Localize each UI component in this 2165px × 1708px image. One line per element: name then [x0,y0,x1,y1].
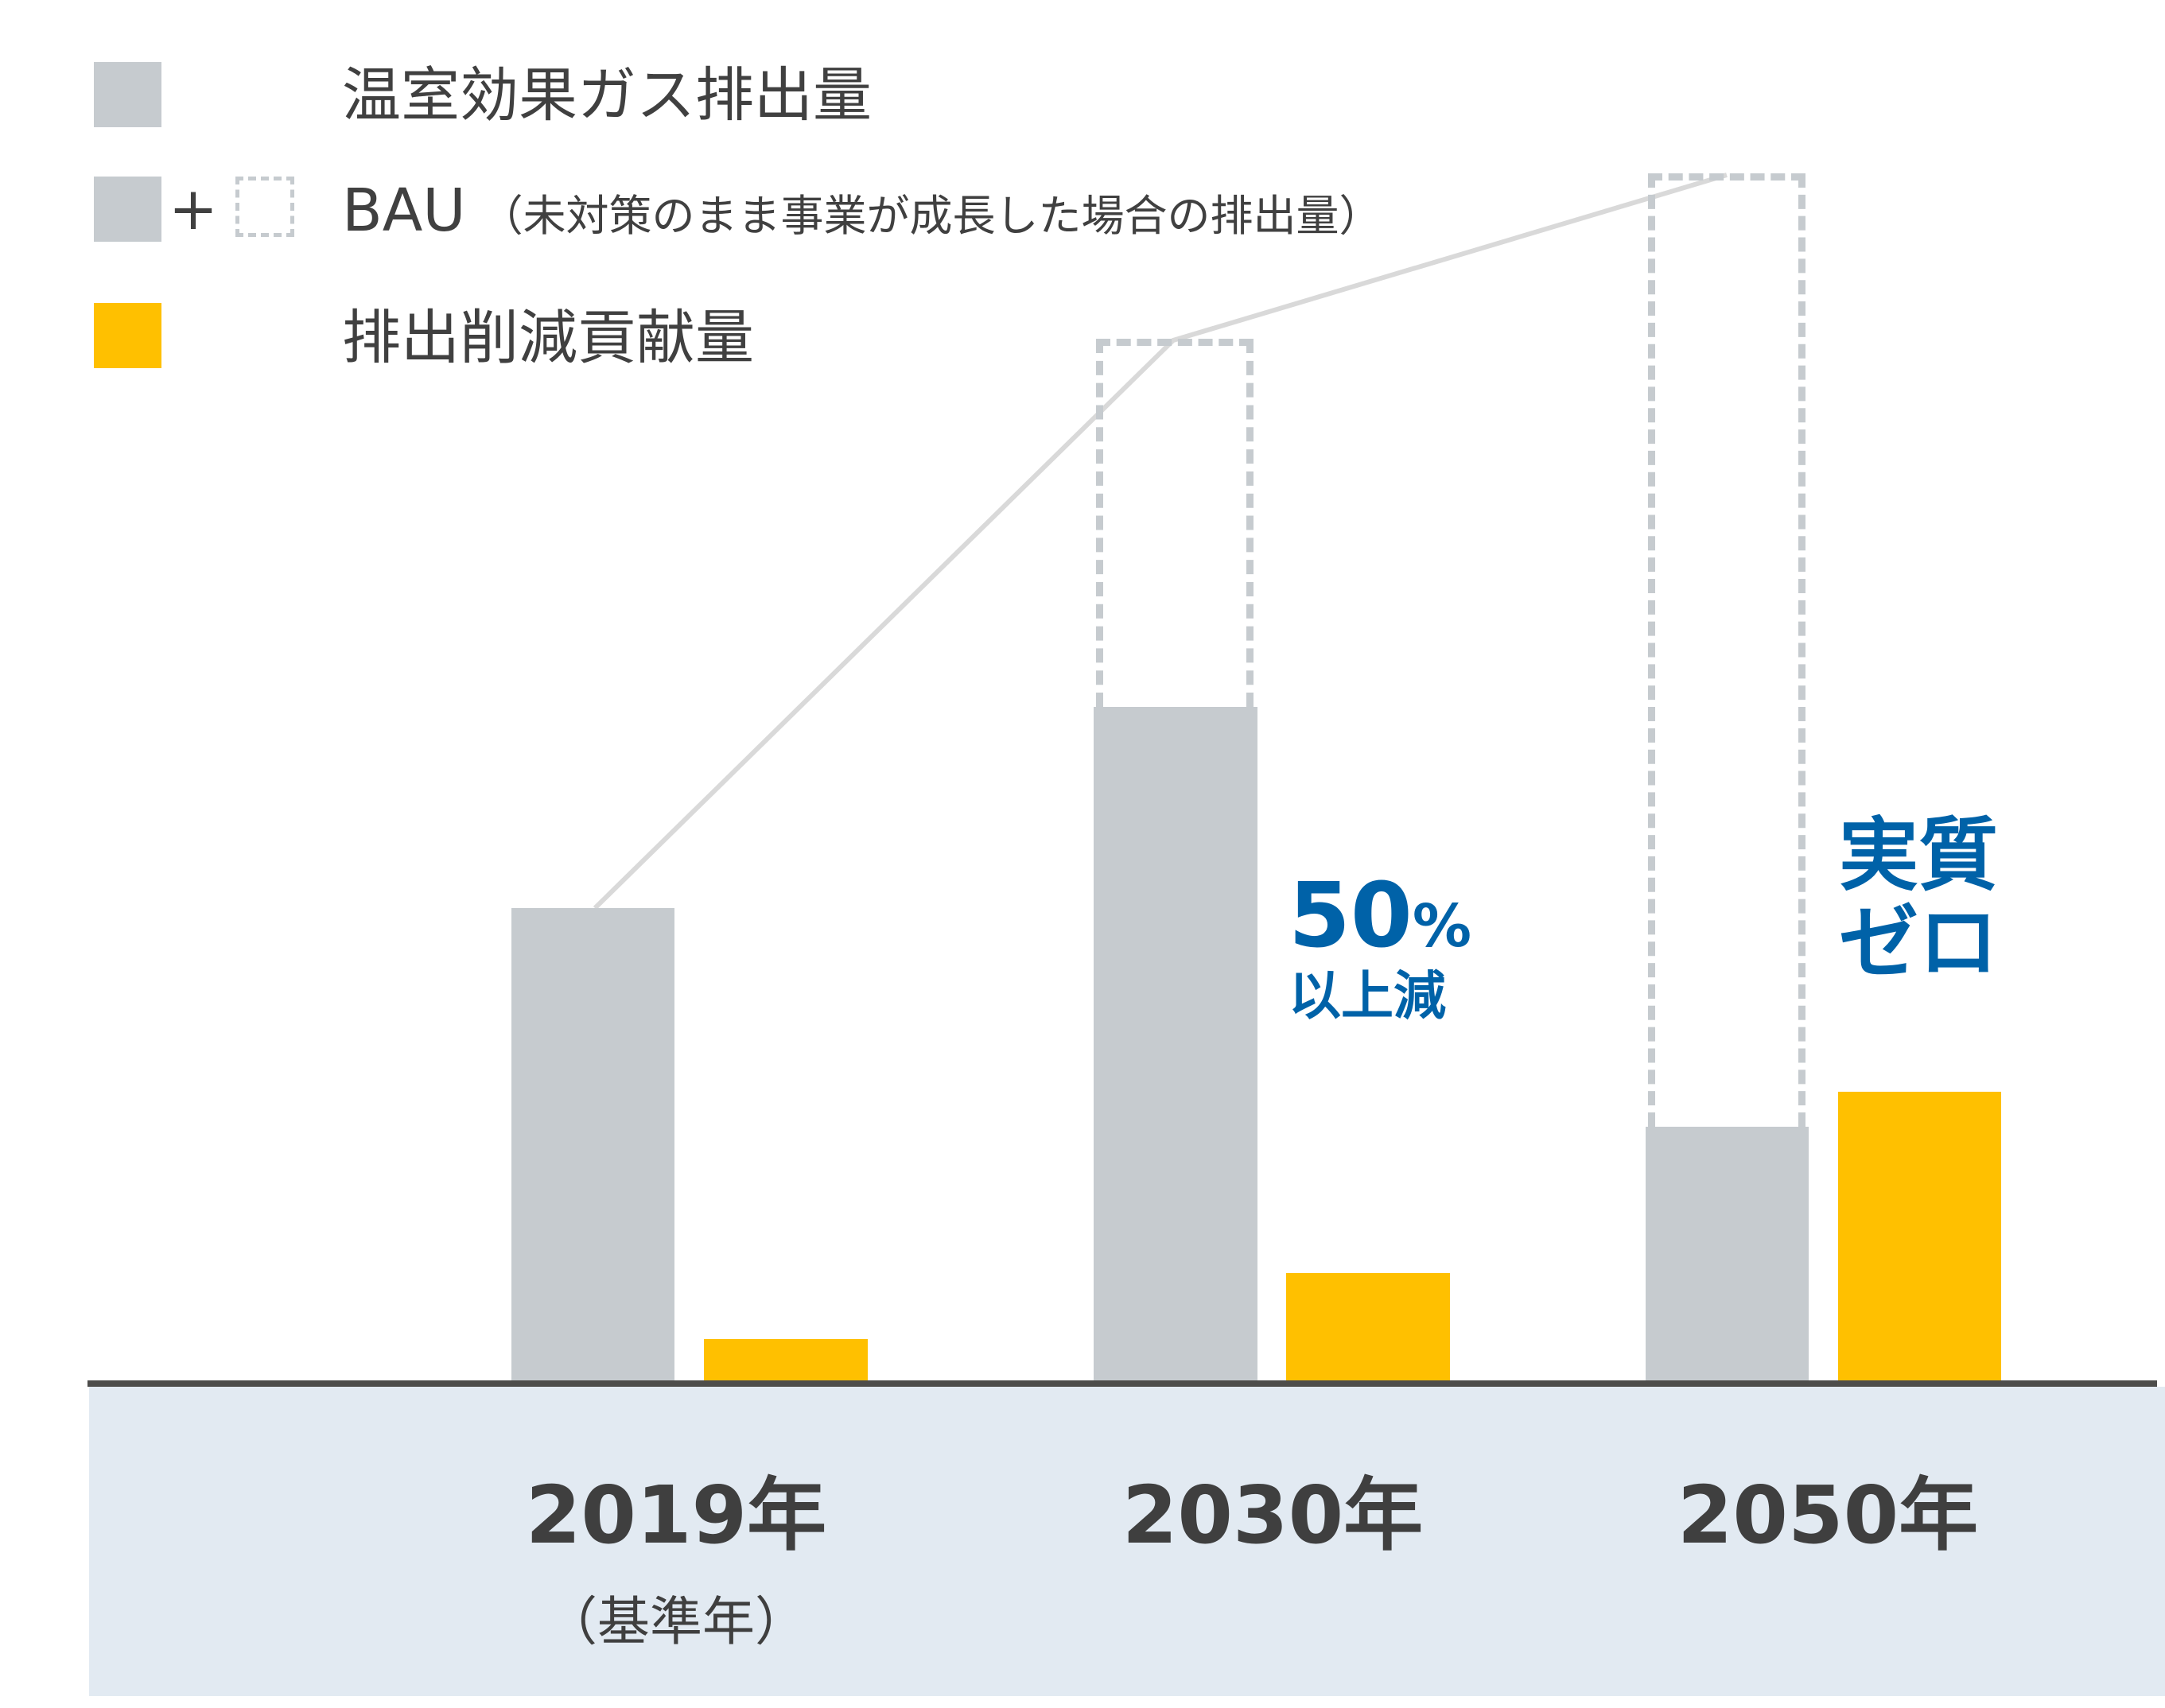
legend-swatch-bau-solid [94,177,161,242]
bar-reduction-2050 [1838,1092,2001,1380]
bar-reduction-2030 [1286,1273,1450,1380]
legend-plus-sign: + [169,175,219,243]
category-label-2030: 2030年 [1121,1469,1424,1562]
category-panel [89,1387,2165,1696]
annotation-2030-text: 以上減 [1289,965,1446,1027]
x-axis-baseline [87,1380,2157,1387]
annotation-2050-line2: ゼロ [1839,896,1998,989]
bau-box-2050 [1648,173,1805,1127]
category-label-2050: 2050年 [1677,1469,1979,1562]
bar-emissions-2030 [1094,707,1257,1380]
bar-emissions-2019 [511,908,674,1380]
legend-label-bau-main: BAU [342,177,466,245]
legend-swatch-reduction [94,303,161,368]
annotation-2030-value: 50% [1289,871,1471,961]
legend-label-bau-sub: （未対策のまま事業が成長した場合の排出量） [480,191,1382,241]
category-label-2019: 2019年 [525,1469,827,1562]
category-sublabel-2019: （基準年） [545,1591,807,1652]
bar-emissions-2050 [1646,1127,1809,1380]
legend-label-bau: BAU （未対策のまま事業が成長した場合の排出量） [342,181,1382,240]
bau-box-2030 [1096,339,1254,707]
legend-swatch-bau-dashed [235,177,294,237]
annotation-2030-percent: % [1412,892,1472,961]
annotation-2030-number: 50 [1289,864,1413,968]
annotation-2050-line1: 実質 [1839,809,1998,902]
legend-swatch-emissions [94,62,161,127]
bar-reduction-2019 [704,1339,868,1380]
legend-label-reduction: 排出削減貢献量 [342,304,754,372]
legend-label-emissions: 温室効果ガス排出量 [342,61,872,130]
